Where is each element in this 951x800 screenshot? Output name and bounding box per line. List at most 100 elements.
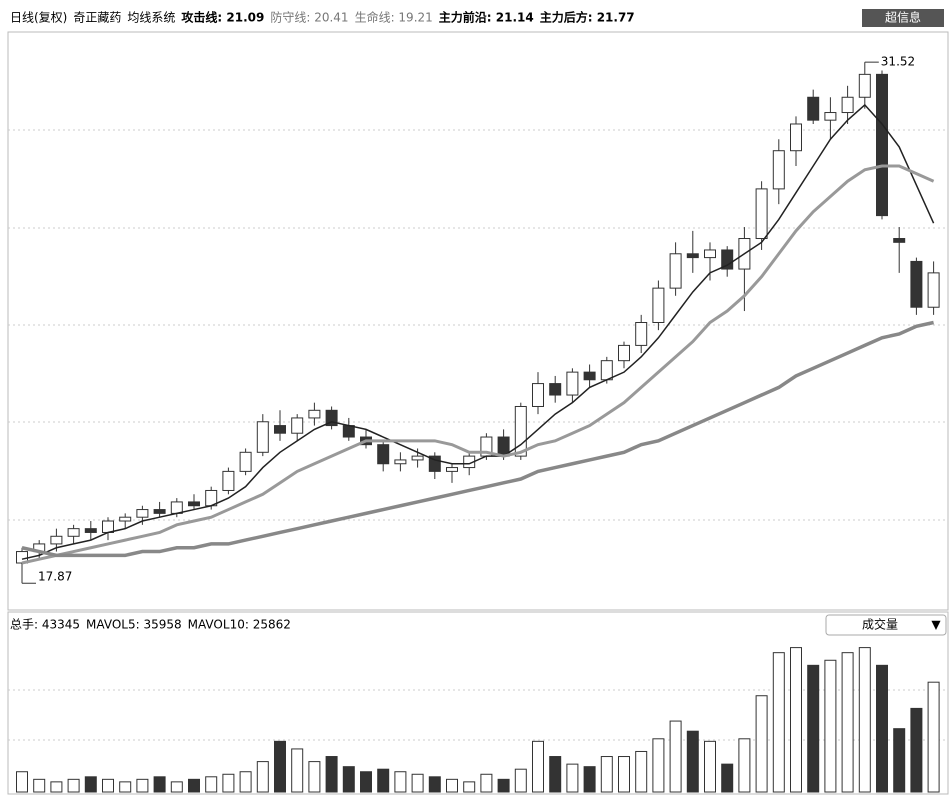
volume-bar [222, 773, 235, 793]
volume-bar [824, 659, 837, 793]
candle-body [790, 123, 802, 152]
volume-bar [394, 771, 407, 793]
candle-body [876, 73, 888, 217]
candle-body [119, 516, 132, 522]
candle-body [704, 249, 716, 259]
header-item: 主力前沿: 21.14 [439, 10, 534, 25]
candle-body [136, 509, 149, 518]
volume-bar [239, 771, 252, 793]
candle-body [102, 520, 114, 533]
volume-bar [480, 773, 493, 793]
volume-bar [910, 707, 923, 793]
candle-body [274, 425, 286, 434]
candle-body [446, 467, 458, 472]
volume-bar [325, 756, 338, 793]
volume-bar [497, 778, 510, 793]
candle-body [910, 260, 923, 308]
candle-body [394, 459, 407, 465]
volume-bar [377, 768, 390, 793]
volume-bar [291, 748, 304, 793]
candle-body [222, 470, 235, 491]
ma-line [21, 164, 935, 565]
volume-bar [84, 776, 97, 793]
volume-bar [153, 776, 166, 793]
volume-bar [256, 761, 269, 793]
volume-bar [428, 776, 441, 793]
candle-body [824, 112, 837, 121]
candle-body [239, 451, 252, 472]
candle-body [514, 405, 527, 457]
candle-body [377, 444, 390, 465]
header-item: 防守线: 20.41 [270, 10, 348, 25]
price-pane [7, 31, 949, 611]
volume-bar [67, 778, 80, 793]
volume-bar [33, 778, 46, 793]
volume-bar [188, 778, 200, 793]
header-item: 生命线: 19.21 [355, 10, 433, 25]
candle-body [635, 322, 648, 346]
candle-body [153, 509, 166, 514]
volume-pane [7, 611, 949, 795]
candle-body [411, 455, 424, 461]
volume-bar [876, 664, 888, 793]
info-button[interactable] [862, 9, 944, 27]
volume-dropdown[interactable] [825, 614, 947, 636]
ma-line [21, 320, 934, 558]
candle-body [549, 383, 562, 396]
candle-body [686, 253, 699, 259]
volume-bar [308, 761, 321, 793]
candle-body [669, 253, 682, 289]
volume-bar [772, 652, 785, 793]
volume-bar [50, 781, 63, 793]
volume-bar [532, 740, 544, 793]
header-item: 攻击线: 21.09 [181, 10, 264, 25]
candle-body [893, 238, 906, 243]
candle-body [755, 188, 768, 240]
candle-body [291, 417, 304, 434]
volume-dropdown-label[interactable]: 成交量 [862, 617, 898, 632]
volume-bar [274, 740, 286, 793]
volume-bar [618, 756, 630, 793]
volume-bar [170, 781, 183, 793]
volume-bar [755, 695, 768, 793]
candle-body [67, 528, 80, 537]
header-item: 均线系统 [127, 11, 175, 25]
candle-body [566, 371, 579, 396]
candle-body [308, 409, 321, 419]
volume-header-item: MAVOL5: 35958 [86, 618, 182, 632]
candle-body [841, 96, 854, 114]
volume-bar [119, 781, 132, 793]
volume-bar [446, 778, 458, 793]
volume-bar [514, 768, 527, 793]
volume-bar [635, 750, 648, 793]
candle-body [858, 73, 871, 98]
candle-body [583, 371, 596, 381]
candle-body [188, 501, 200, 507]
volume-bar [652, 738, 665, 793]
volume-bar [342, 766, 355, 793]
volume-bar [566, 763, 579, 793]
volume-header-item: 总手: 43345 [10, 618, 80, 632]
header-item: 主力后方: 21.77 [540, 10, 635, 25]
volume-bar [738, 738, 751, 793]
candle-body [170, 501, 183, 514]
volume-bar [841, 652, 854, 793]
grid [8, 129, 948, 741]
volume-bar [411, 773, 424, 793]
candle-body [600, 360, 613, 381]
candle-body [807, 96, 820, 121]
candle-body [618, 344, 630, 362]
volume-bar [790, 647, 802, 793]
candle-body [256, 421, 269, 453]
volume-bar [893, 728, 906, 793]
volume-bar [721, 763, 734, 793]
candle-body [84, 528, 97, 533]
candle-body [652, 287, 665, 324]
dropdown-arrow[interactable]: ▼ [931, 618, 941, 632]
volume-bar [858, 647, 871, 793]
info-button-label[interactable]: 超信息 [885, 10, 921, 25]
volume-bar [463, 781, 476, 793]
volume-bar [704, 740, 716, 793]
volume-bar [549, 756, 562, 793]
